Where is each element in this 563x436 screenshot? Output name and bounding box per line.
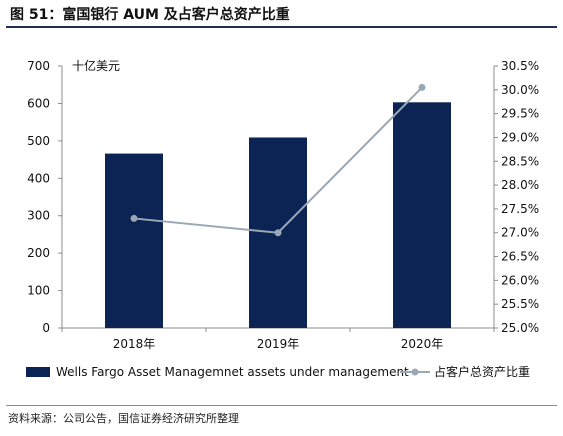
y-right-tick-label: 25.0% bbox=[501, 321, 539, 335]
y-left-tick-label: 700 bbox=[27, 59, 50, 73]
y-right-tick-label: 25.5% bbox=[501, 297, 539, 311]
legend-label-bar: Wells Fargo Asset Managemnet assets unde… bbox=[56, 365, 409, 379]
y-right-tick-label: 28.0% bbox=[501, 178, 539, 192]
y-right-tick-label: 26.5% bbox=[501, 250, 539, 264]
legend: Wells Fargo Asset Managemnet assets unde… bbox=[26, 364, 530, 379]
bar-series bbox=[105, 102, 451, 328]
x-tick-label: 2018年 bbox=[113, 337, 156, 351]
y-left-tick-label: 100 bbox=[27, 284, 50, 298]
x-tick-label: 2020年 bbox=[401, 337, 444, 351]
y-right-tick-label: 29.0% bbox=[501, 130, 539, 144]
bar bbox=[105, 153, 163, 328]
legend-label-line: 占客户总资产比重 bbox=[434, 364, 530, 379]
y-right-tick-label: 27.0% bbox=[501, 226, 539, 240]
y-right-tick-label: 26.0% bbox=[501, 273, 539, 287]
y-left-tick-label: 400 bbox=[27, 171, 50, 185]
series-point bbox=[418, 83, 426, 91]
figure-title: 图 51：富国银行 AUM 及占客户总资产比重 bbox=[6, 4, 557, 28]
y-left-unit-label: 十亿美元 bbox=[72, 58, 120, 73]
chart-axes: 0 100 200 300 400 500 600 700 25.0% 25.5% 26.0% 26.… bbox=[27, 58, 539, 351]
y-left-tick-label: 500 bbox=[27, 134, 50, 148]
y-left-tick-label: 600 bbox=[27, 96, 50, 110]
footer-divider bbox=[6, 405, 557, 406]
chart: 0 100 200 300 400 500 600 700 25.0% 25.5% 26.0% 26.… bbox=[26, 58, 539, 379]
legend-swatch-marker bbox=[411, 368, 419, 376]
y-left-tick-label: 0 bbox=[42, 321, 50, 335]
bar bbox=[393, 102, 451, 328]
y-right-tick-label: 27.5% bbox=[501, 202, 539, 216]
x-tick-label: 2019年 bbox=[257, 337, 300, 351]
y-right-tick-label: 30.0% bbox=[501, 83, 539, 97]
y-left-tick-label: 300 bbox=[27, 209, 50, 223]
line-series bbox=[130, 83, 426, 237]
y-right-tick-label: 29.5% bbox=[501, 107, 539, 121]
source-note: 资料来源：公司公告，国信证券经济研究所整理 bbox=[8, 412, 239, 425]
legend-swatch-bar bbox=[26, 367, 50, 377]
y-left-tick-label: 200 bbox=[27, 246, 50, 260]
y-right-tick-label: 30.5% bbox=[501, 59, 539, 73]
series-point bbox=[130, 214, 138, 222]
figure-title-text: 图 51：富国银行 AUM 及占客户总资产比重 bbox=[10, 7, 290, 23]
y-right-tick-label: 28.5% bbox=[501, 154, 539, 168]
series-point bbox=[274, 229, 282, 237]
